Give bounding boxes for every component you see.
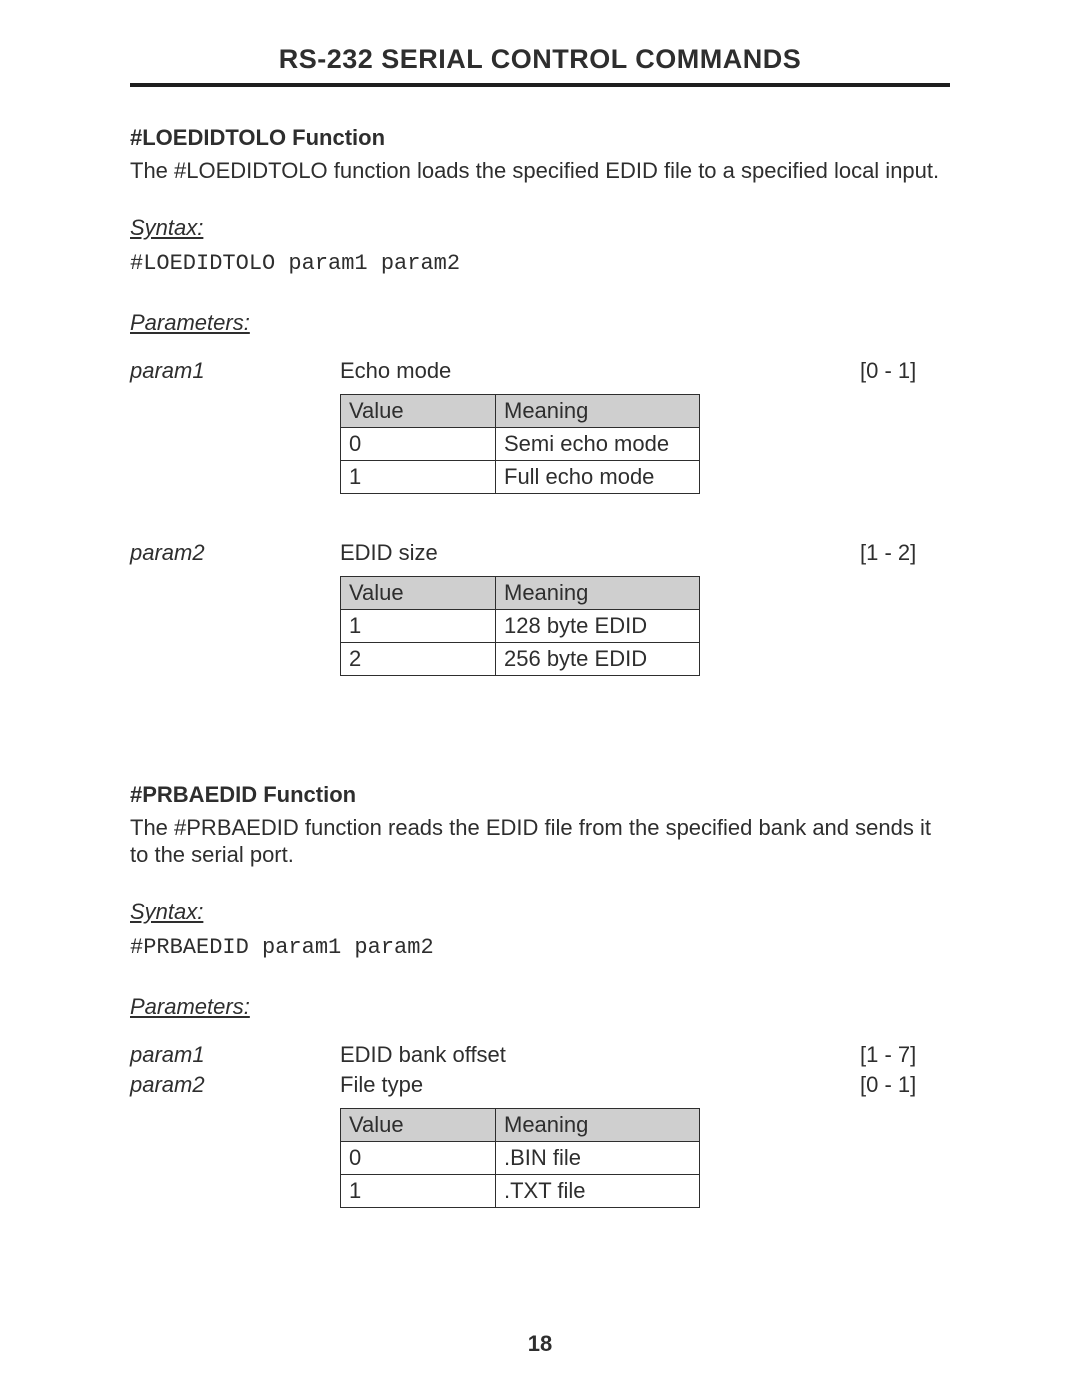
table-header-row: Value Meaning — [341, 576, 700, 609]
param-row: param1 EDID bank offset [1 - 7] — [130, 1042, 950, 1068]
param-label: Echo mode — [340, 358, 860, 384]
param-table: Value Meaning 0 Semi echo mode 1 Full ec… — [340, 394, 700, 494]
table-cell: 1 — [341, 609, 496, 642]
table-cell: 0 — [341, 1141, 496, 1174]
param-name: param1 — [130, 358, 340, 384]
table-cell: .BIN file — [496, 1141, 700, 1174]
param-name: param2 — [130, 1072, 340, 1098]
page-number: 18 — [0, 1331, 1080, 1357]
table-row: 0 .BIN file — [341, 1141, 700, 1174]
section-heading-loedidtolo: #LOEDIDTOLO Function — [130, 125, 950, 151]
table-cell: 256 byte EDID — [496, 642, 700, 675]
table-header-cell: Value — [341, 576, 496, 609]
page-title: RS-232 SERIAL CONTROL COMMANDS — [130, 44, 950, 75]
param-row: param1 Echo mode [0 - 1] — [130, 358, 950, 384]
param-range: [1 - 7] — [860, 1042, 950, 1068]
param-table: Value Meaning 0 .BIN file 1 .TXT file — [340, 1108, 700, 1208]
table-row: 1 Full echo mode — [341, 460, 700, 493]
param-range: [1 - 2] — [860, 540, 950, 566]
table-cell: Semi echo mode — [496, 427, 700, 460]
param-table: Value Meaning 1 128 byte EDID 2 256 byte… — [340, 576, 700, 676]
title-rule — [130, 83, 950, 87]
table-header-cell: Meaning — [496, 394, 700, 427]
table-cell: Full echo mode — [496, 460, 700, 493]
param-label: File type — [340, 1072, 860, 1098]
table-cell: 1 — [341, 460, 496, 493]
syntax-code: #PRBAEDID param1 param2 — [130, 935, 950, 960]
table-header-cell: Meaning — [496, 1108, 700, 1141]
section-description: The #LOEDIDTOLO function loads the speci… — [130, 157, 950, 185]
table-row: 0 Semi echo mode — [341, 427, 700, 460]
section-heading-prbaedid: #PRBAEDID Function — [130, 782, 950, 808]
syntax-label: Syntax: — [130, 899, 950, 925]
table-header-row: Value Meaning — [341, 1108, 700, 1141]
section-description: The #PRBAEDID function reads the EDID fi… — [130, 814, 950, 869]
table-cell: .TXT file — [496, 1174, 700, 1207]
param-label: EDID size — [340, 540, 860, 566]
param-row: param2 EDID size [1 - 2] — [130, 540, 950, 566]
parameters-label: Parameters: — [130, 994, 950, 1020]
syntax-label: Syntax: — [130, 215, 950, 241]
table-cell: 128 byte EDID — [496, 609, 700, 642]
table-row: 1 .TXT file — [341, 1174, 700, 1207]
param-label: EDID bank offset — [340, 1042, 860, 1068]
param-name: param1 — [130, 1042, 340, 1068]
table-row: 1 128 byte EDID — [341, 609, 700, 642]
param-range: [0 - 1] — [860, 1072, 950, 1098]
table-cell: 2 — [341, 642, 496, 675]
table-cell: 0 — [341, 427, 496, 460]
table-row: 2 256 byte EDID — [341, 642, 700, 675]
table-header-row: Value Meaning — [341, 394, 700, 427]
param-row: param2 File type [0 - 1] — [130, 1072, 950, 1098]
param-name: param2 — [130, 540, 340, 566]
syntax-code: #LOEDIDTOLO param1 param2 — [130, 251, 950, 276]
param-range: [0 - 1] — [860, 358, 950, 384]
table-header-cell: Value — [341, 1108, 496, 1141]
page-container: RS-232 SERIAL CONTROL COMMANDS #LOEDIDTO… — [0, 0, 1080, 1397]
table-header-cell: Value — [341, 394, 496, 427]
parameters-label: Parameters: — [130, 310, 950, 336]
table-header-cell: Meaning — [496, 576, 700, 609]
table-cell: 1 — [341, 1174, 496, 1207]
